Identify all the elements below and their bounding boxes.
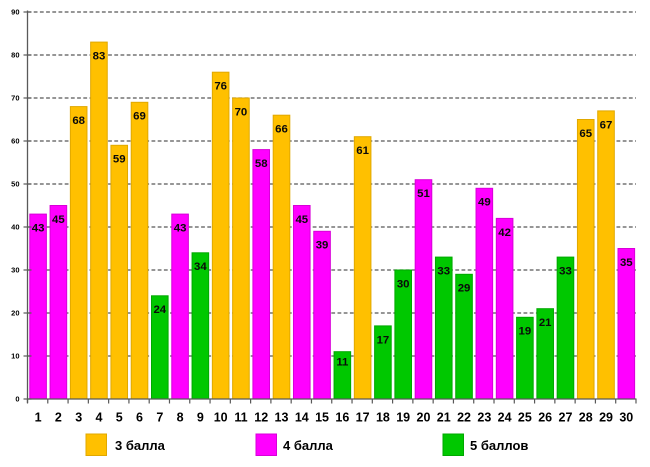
svg-text:4: 4	[95, 411, 102, 425]
svg-text:33: 33	[559, 266, 572, 278]
svg-text:14: 14	[295, 411, 309, 425]
svg-text:10: 10	[214, 411, 228, 425]
svg-text:20: 20	[417, 411, 431, 425]
svg-text:39: 39	[316, 240, 329, 252]
svg-text:3: 3	[75, 411, 82, 425]
svg-text:66: 66	[275, 124, 288, 136]
svg-text:67: 67	[600, 119, 613, 131]
svg-text:7: 7	[156, 411, 163, 425]
svg-text:70: 70	[235, 106, 248, 118]
svg-text:15: 15	[315, 411, 329, 425]
svg-text:26: 26	[538, 411, 552, 425]
svg-text:20: 20	[11, 309, 19, 318]
svg-text:9: 9	[197, 411, 204, 425]
svg-text:0: 0	[15, 395, 19, 404]
svg-text:28: 28	[579, 411, 593, 425]
svg-text:4 балла: 4 балла	[283, 438, 334, 453]
svg-text:10: 10	[11, 352, 19, 361]
svg-text:43: 43	[174, 223, 187, 235]
svg-text:13: 13	[275, 411, 289, 425]
svg-text:24: 24	[498, 411, 512, 425]
svg-text:17: 17	[377, 334, 390, 346]
svg-text:21: 21	[437, 411, 451, 425]
svg-text:42: 42	[498, 227, 511, 239]
svg-text:65: 65	[579, 128, 592, 140]
svg-text:22: 22	[457, 411, 471, 425]
svg-text:34: 34	[194, 261, 207, 273]
svg-text:30: 30	[11, 266, 19, 275]
svg-text:50: 50	[11, 180, 19, 189]
svg-text:5 баллов: 5 баллов	[470, 438, 528, 453]
svg-text:35: 35	[620, 257, 633, 269]
svg-text:49: 49	[478, 197, 491, 209]
svg-text:17: 17	[356, 411, 370, 425]
svg-text:69: 69	[133, 111, 146, 123]
svg-text:3 балла: 3 балла	[115, 438, 166, 453]
svg-text:11: 11	[234, 411, 247, 425]
svg-text:11: 11	[336, 356, 349, 368]
svg-text:30: 30	[397, 278, 410, 290]
svg-text:43: 43	[32, 223, 45, 235]
svg-text:40: 40	[11, 223, 19, 232]
svg-text:21: 21	[539, 317, 552, 329]
svg-text:68: 68	[72, 115, 85, 127]
svg-text:27: 27	[559, 411, 573, 425]
svg-text:29: 29	[599, 411, 613, 425]
svg-text:70: 70	[11, 94, 19, 103]
svg-text:80: 80	[11, 51, 19, 60]
svg-text:1: 1	[35, 411, 42, 425]
svg-text:33: 33	[437, 266, 450, 278]
svg-text:6: 6	[136, 411, 143, 425]
svg-text:61: 61	[356, 145, 369, 157]
svg-text:5: 5	[116, 411, 123, 425]
svg-text:19: 19	[519, 326, 532, 338]
svg-text:8: 8	[177, 411, 184, 425]
svg-text:12: 12	[254, 411, 268, 425]
svg-text:25: 25	[518, 411, 532, 425]
svg-text:83: 83	[93, 51, 106, 63]
svg-text:76: 76	[214, 81, 227, 93]
svg-text:19: 19	[396, 411, 410, 425]
svg-text:45: 45	[295, 214, 308, 226]
svg-text:60: 60	[11, 137, 19, 146]
svg-text:18: 18	[376, 411, 390, 425]
svg-text:23: 23	[477, 411, 491, 425]
svg-text:51: 51	[417, 188, 430, 200]
svg-text:24: 24	[153, 304, 166, 316]
svg-text:30: 30	[619, 411, 633, 425]
svg-text:2: 2	[55, 411, 62, 425]
svg-text:29: 29	[458, 283, 471, 295]
svg-text:16: 16	[335, 411, 349, 425]
svg-text:58: 58	[255, 158, 268, 170]
svg-text:45: 45	[52, 214, 65, 226]
svg-text:59: 59	[113, 154, 126, 166]
svg-text:90: 90	[11, 8, 19, 17]
